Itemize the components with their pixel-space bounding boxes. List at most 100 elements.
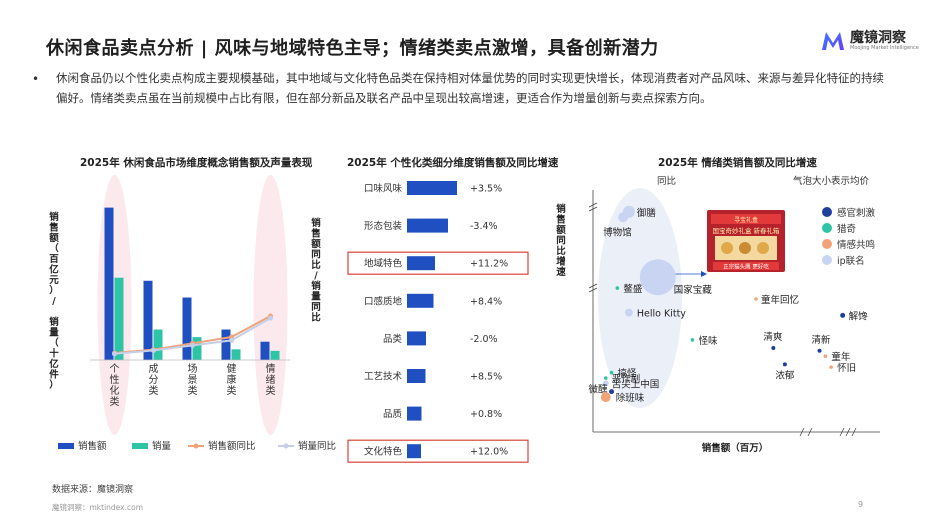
point-15	[602, 380, 609, 387]
growth-label-0: +3.5%	[470, 184, 502, 195]
page-title: 休闲食品卖点分析 | 风味与地域特色主导；情绪类卖点激增，具备创新潜力	[46, 38, 659, 59]
point-4	[624, 308, 633, 317]
inset-goods-item-0	[721, 242, 733, 254]
bar-销售额-个性化类	[104, 207, 114, 360]
bar-销量-个性化类	[114, 277, 124, 360]
point-label-16: 微醺	[589, 384, 609, 396]
bullet-marker: •	[32, 72, 40, 86]
bar-销售额-健康类	[221, 329, 231, 360]
dimension-bar-7	[407, 444, 421, 459]
legend-label-销量: 销量	[152, 440, 172, 452]
point-销量同比-2	[190, 342, 195, 348]
inset-text-0: 寻宝礼盒	[734, 216, 758, 224]
point-3	[615, 286, 620, 290]
point-label-12: 怀旧	[837, 362, 856, 374]
point-label-1: 博物馆	[603, 226, 632, 238]
dimension-bar-0	[407, 181, 457, 195]
bar-销售额-情绪类	[260, 341, 270, 360]
growth-label-6: +0.8%	[470, 409, 502, 420]
dimension-bar-6	[407, 406, 422, 421]
legend-dot-猎奇	[822, 223, 832, 233]
y-break-b-0	[588, 206, 598, 212]
legend-swatch-销售额	[58, 443, 74, 449]
point-14	[603, 376, 608, 380]
scatter-ylabel: 销售额同比增速	[556, 203, 566, 278]
legend-name-猎奇: 猎奇	[837, 223, 857, 235]
chart1-title: 2025年 休闲食品市场维度概念销售额及声量表现	[80, 157, 313, 169]
dimension-bar-5	[407, 369, 426, 383]
inset-text-1: 国宝奇妙礼盒 新春礼箱	[712, 226, 780, 235]
point-5	[754, 297, 758, 301]
point-label-17: 除班味	[616, 392, 645, 404]
ip-cluster-ellipse	[598, 188, 682, 408]
dimension-label-0: 口味风味	[364, 183, 403, 195]
inset-topband	[711, 214, 781, 224]
scatter-xlabel: 销售额（百万）	[702, 442, 769, 454]
inset-goods-item-2	[757, 242, 769, 254]
point-17	[600, 392, 611, 403]
point-label-3: 鳌盛	[623, 283, 643, 295]
category-label-3: 健康类	[227, 363, 237, 397]
inset-text-3: 正宗猫头鹰 更好吃	[723, 263, 769, 271]
brand-m-icon	[822, 32, 844, 50]
data-source: 数据来源：魔镜洞察	[52, 485, 134, 495]
point-label-7: 怪味	[698, 335, 718, 347]
point-12	[829, 365, 833, 369]
point-销量同比-1	[151, 347, 156, 353]
point-1	[618, 212, 629, 223]
y-top-label: 同比	[657, 175, 676, 187]
legend-dot-情感共鸣	[822, 239, 832, 249]
point-label-15: 舌尖上中国	[612, 378, 660, 390]
point-7	[690, 338, 695, 342]
dimension-label-1: 形态包装	[364, 220, 403, 232]
point-2	[639, 259, 676, 296]
point-label-8: 清爽	[763, 331, 783, 343]
dimension-label-2: 地域特色	[364, 258, 403, 270]
point-10	[823, 354, 828, 359]
bar-销量-健康类	[231, 349, 241, 360]
highlight-box-2	[347, 251, 529, 275]
bar-销量-情绪类	[270, 350, 280, 360]
point-label-5: 童年回忆	[761, 294, 799, 306]
highlight-ellipse-4	[253, 175, 288, 435]
x-break-0	[799, 427, 805, 437]
bar-销售额-场景类	[182, 297, 192, 360]
growth-label-4: -2.0%	[470, 334, 498, 345]
point-label-10: 童年	[831, 351, 851, 363]
category-label-1: 成分类	[149, 363, 159, 397]
growth-label-5: +8.5%	[470, 372, 502, 383]
dimension-label-6: 品质	[383, 408, 403, 420]
dimension-label-5: 工艺技术	[364, 371, 403, 383]
bar-销量-成分类	[153, 329, 163, 360]
dimension-bar-3	[407, 293, 434, 308]
point-label-14: 恶作剧	[612, 373, 641, 385]
legend-marker-销售额同比	[193, 443, 199, 449]
dimension-label-3: 口感质地	[364, 295, 403, 307]
x-break-1	[807, 427, 813, 437]
dimension-label-4: 品类	[383, 333, 403, 345]
growth-label-7: +12.0%	[470, 447, 508, 458]
chart3-title: 2025年 情绪类销售额及同比增速	[658, 157, 817, 169]
inset-arrow-head	[701, 271, 707, 277]
y-break-a-1	[588, 283, 598, 289]
inset-bottomband	[713, 262, 779, 270]
category-label-0: 个性化类	[110, 363, 120, 408]
inset-goods-item-1	[739, 242, 751, 254]
point-9	[817, 348, 822, 353]
category-label-2: 场景类	[188, 362, 198, 397]
growth-label-1: -3.4%	[470, 221, 498, 232]
page-number: 9	[858, 500, 864, 509]
chart2-personalized-dimensions: 口味风味 +3.5% 形态包装 -3.4% 地域特色 +11.2% 口感质地 +8.4% 品类 -…	[347, 181, 529, 463]
category-label-4: 情绪类	[266, 362, 276, 397]
y-break-a-0	[588, 202, 598, 208]
size-note: 气泡大小表示均价	[793, 175, 870, 187]
x-break-3	[845, 427, 851, 437]
brand-logo: 魔镜洞察 Moojing Market Intelligence	[820, 30, 919, 52]
legend-name-情感共鸣: 情感共鸣	[837, 239, 875, 251]
point-13	[609, 370, 614, 375]
legend-swatch-销量	[132, 443, 148, 449]
dimension-bar-4	[407, 331, 426, 346]
growth-label-2: +11.2%	[470, 259, 508, 270]
